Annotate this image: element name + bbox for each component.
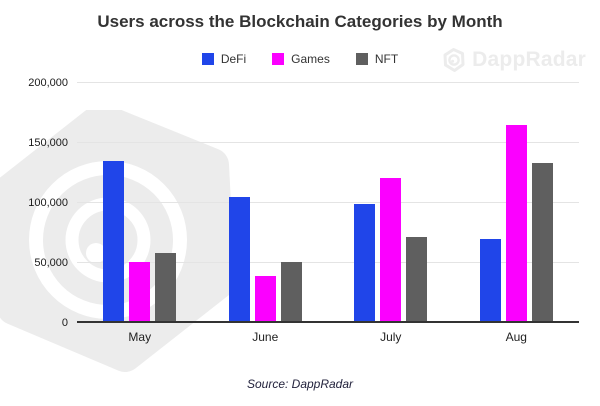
y-tick-label: 0	[61, 317, 68, 329]
y-tick-label: 200,000	[28, 77, 68, 89]
legend: DeFi Games NFT	[0, 52, 600, 66]
bar-nft-june[interactable]	[280, 261, 302, 323]
legend-item-defi: DeFi	[201, 52, 247, 66]
bar-games-june[interactable]	[254, 276, 276, 323]
bars-layer	[77, 83, 579, 323]
bar-games-may[interactable]	[129, 261, 151, 323]
plot-area: 0 50,000 100,000 150,000 200,000	[28, 77, 579, 329]
legend-swatch-games	[272, 53, 285, 65]
bar-group-july	[328, 83, 454, 323]
source-note: Source: DappRadar	[246, 377, 354, 391]
bar-defi-may[interactable]	[103, 161, 125, 323]
x-tick-label-june: June	[252, 330, 279, 344]
bar-nft-july[interactable]	[406, 236, 428, 323]
bar-games-july[interactable]	[380, 177, 402, 323]
bar-defi-july[interactable]	[354, 204, 376, 323]
gridline	[77, 142, 579, 143]
legend-item-games: Games	[272, 52, 330, 66]
bar-games-aug[interactable]	[505, 125, 527, 323]
bar-group-aug	[454, 83, 580, 323]
bar-defi-aug[interactable]	[479, 239, 501, 323]
gridline	[77, 262, 579, 263]
y-tick-label: 50,000	[34, 257, 68, 269]
brand-watermark-text: DappRadar	[472, 48, 586, 71]
brand-watermark: DappRadar	[441, 47, 586, 73]
gridline	[77, 82, 579, 83]
gridline	[77, 202, 579, 203]
x-tick-label-may: May	[128, 330, 152, 344]
bar-group-june	[203, 83, 329, 323]
bar-group-may	[77, 83, 203, 323]
y-tick-label: 150,000	[28, 137, 68, 149]
x-tick-label-aug: Aug	[505, 330, 527, 344]
legend-item-nft: NFT	[355, 52, 399, 66]
legend-label-games: Games	[291, 52, 330, 66]
bar-nft-aug[interactable]	[531, 163, 553, 323]
x-axis-labels: May June July Aug	[77, 330, 579, 344]
bar-defi-june[interactable]	[228, 197, 250, 323]
legend-label-defi: DeFi	[220, 52, 247, 66]
x-axis-baseline	[77, 321, 579, 323]
y-tick-label: 100,000	[28, 197, 68, 209]
bar-nft-may[interactable]	[155, 253, 177, 323]
legend-swatch-defi	[201, 53, 214, 65]
x-tick-label-july: July	[380, 330, 402, 344]
chart-title: Users across the Blockchain Categories b…	[97, 12, 503, 31]
legend-label-nft: NFT	[374, 52, 399, 66]
dappradar-hexagon-icon	[441, 47, 467, 73]
legend-swatch-nft	[355, 53, 368, 65]
